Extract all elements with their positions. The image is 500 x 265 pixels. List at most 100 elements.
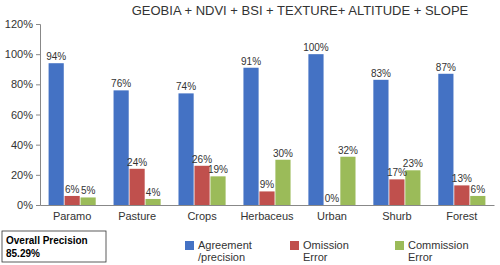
data-label: 100% [303, 42, 329, 53]
legend: Agreement /precision Omission Error Commis… [185, 239, 472, 263]
tick: Urban [317, 205, 347, 222]
tick: 100% [5, 48, 40, 60]
tick-mark [36, 145, 40, 146]
tick-label: Shurb [382, 210, 411, 222]
tick: 20% [11, 169, 40, 181]
axis-line [41, 205, 495, 206]
tick-label: 80% [11, 78, 33, 90]
annotation: Overall Precision 85.29% [2, 231, 106, 262]
tick-mark [36, 115, 40, 116]
legend-label: Omission Error [303, 239, 352, 263]
bar [81, 197, 96, 205]
tick: Herbaceus [240, 205, 294, 222]
tick: Shurb [382, 205, 411, 222]
data-label: 83% [371, 68, 391, 79]
tick: Paramo [53, 205, 92, 222]
legend-entry: Commission Error [395, 239, 472, 263]
tick-label: 100% [5, 48, 33, 60]
tick-label: Pasture [118, 210, 156, 222]
bar [49, 63, 64, 205]
annotation-text: 85.29% [6, 248, 40, 259]
legend-label: Commission Error [408, 239, 472, 263]
bar [145, 199, 160, 205]
bar [259, 191, 274, 205]
data-labels: 94%76%74%91%100%83%87%6%24%26%9%0%17%13%… [46, 42, 485, 204]
chart: 0% 20% 40% 60% 80% 100% 120% Paramo Pasture Crops… [0, 0, 500, 265]
tick-label: Forest [446, 210, 477, 222]
tick-mark [36, 205, 40, 206]
annotation-text: Overall Precision [6, 235, 88, 246]
bar [324, 205, 339, 206]
data-label: 87% [436, 62, 456, 73]
bar [470, 196, 485, 205]
title: GEOBIA + NDVI + BSI + TEXTURE+ ALTITUDE … [132, 3, 469, 18]
data-label: 24% [127, 157, 147, 168]
tick: 40% [11, 139, 40, 151]
tick-mark [36, 175, 40, 176]
data-label: 26% [192, 154, 212, 165]
x-axis: Paramo Pasture Crops Herbaceus Urban Shurb For… [41, 205, 495, 222]
data-label: 91% [241, 56, 261, 67]
bar [243, 68, 258, 205]
tick: 80% [11, 78, 40, 90]
tick-label: 40% [11, 139, 33, 151]
series [65, 166, 470, 205]
tick-mark [36, 84, 40, 85]
legend-swatch [395, 241, 404, 250]
plot-area: 0% 20% 40% 60% 80% 100% 120% Paramo Pasture Crops… [5, 18, 495, 222]
tick-label: Urban [317, 210, 347, 222]
tick: Crops [187, 205, 217, 222]
data-label: 5% [81, 185, 96, 196]
data-label: 9% [260, 179, 275, 190]
tick-mark [36, 54, 40, 55]
data-label: 74% [176, 81, 196, 92]
bar [210, 176, 225, 205]
series [81, 157, 486, 205]
bar [65, 196, 80, 205]
legend-entry: Agreement /precision [185, 239, 255, 263]
legend-swatch [185, 241, 194, 250]
data-label: 4% [146, 187, 161, 198]
data-label: 6% [65, 184, 80, 195]
tick-label: 20% [11, 169, 33, 181]
tick: 60% [11, 109, 40, 121]
data-label: 6% [471, 184, 486, 195]
y-axis: 0% 20% 40% 60% 80% 100% 120% [5, 18, 41, 211]
data-label: 23% [403, 158, 423, 169]
series [49, 54, 454, 205]
data-label: 0% [325, 193, 340, 204]
bar [178, 93, 193, 205]
axis-line [36, 25, 41, 206]
tick-label: Paramo [53, 210, 92, 222]
bar [454, 185, 469, 205]
tick-label: 120% [5, 18, 33, 30]
bar [308, 54, 323, 205]
legend-entry: Omission Error [290, 239, 352, 263]
data-label: 13% [452, 173, 472, 184]
tick-label: 0% [17, 199, 33, 211]
bar [340, 157, 355, 205]
tick-label: Herbaceus [240, 210, 294, 222]
bar [114, 90, 129, 205]
legend-swatch [290, 241, 299, 250]
legend-label: Agreement /precision [198, 239, 255, 263]
data-label: 19% [208, 164, 228, 175]
tick-label: Crops [187, 210, 217, 222]
bar [275, 160, 290, 205]
tick-label: 60% [11, 109, 33, 121]
tick: Forest [446, 205, 477, 222]
bar [130, 169, 145, 205]
tick: 0% [17, 199, 40, 211]
tick: Pasture [118, 205, 156, 222]
bar [389, 179, 404, 205]
data-label: 76% [111, 78, 131, 89]
bar [373, 80, 388, 205]
data-label: 30% [273, 148, 293, 159]
bars [49, 54, 486, 205]
tick: 120% [5, 18, 40, 30]
data-label: 32% [338, 145, 358, 156]
bar [438, 74, 453, 205]
data-label: 94% [46, 51, 66, 62]
annotation-box [2, 231, 106, 262]
tick-mark [36, 24, 40, 25]
